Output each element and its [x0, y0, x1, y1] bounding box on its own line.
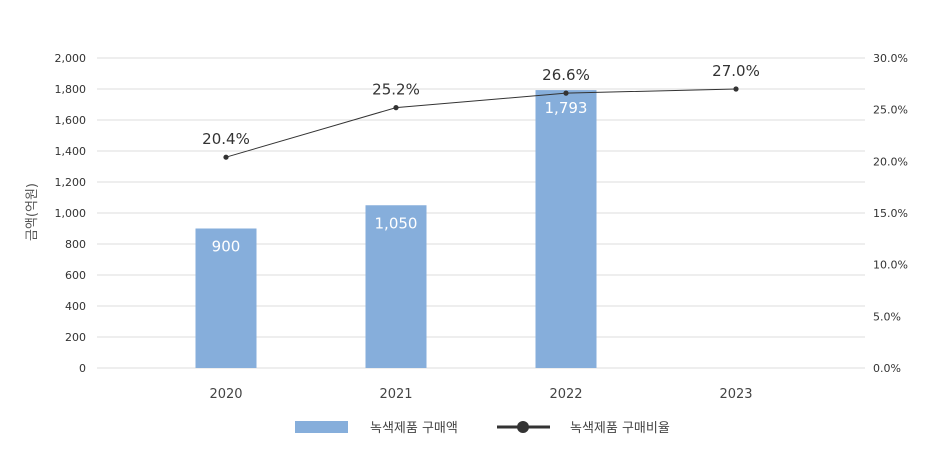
line-value-label: 26.6% — [542, 66, 590, 84]
y-axis-title: 금액(억원) — [25, 183, 40, 241]
y2-tick-label: 0.0% — [873, 362, 901, 375]
y2-tick-label: 20.0% — [873, 155, 908, 168]
bar-value-label: 1,050 — [375, 214, 418, 232]
y-tick-label: 2,000 — [55, 52, 87, 65]
line-value-label: 20.4% — [202, 130, 250, 148]
y2-tick-label: 25.0% — [873, 104, 908, 117]
y2-tick-label: 30.0% — [873, 52, 908, 65]
line-point — [733, 86, 739, 92]
legend: 녹색제품 구매액 녹색제품 구매비율 — [295, 421, 670, 436]
line-value-label: 27.0% — [712, 62, 760, 80]
y-tick-label: 400 — [65, 300, 86, 313]
x-tick-label: 2020 — [209, 387, 242, 402]
bar-value-label: 900 — [212, 238, 241, 256]
y2-tick-label: 5.0% — [873, 310, 901, 323]
y-tick-label: 1,000 — [55, 207, 87, 220]
y2-tick-label: 10.0% — [873, 259, 908, 272]
bar — [195, 228, 257, 368]
line-path — [225, 88, 737, 158]
right-axis-ticks: 0.0% 5.0% 10.0% 15.0% 20.0% 25.0% 30.0% — [873, 52, 908, 375]
x-tick-label: 2022 — [549, 387, 582, 402]
y-tick-label: 0 — [79, 362, 86, 375]
y-tick-label: 200 — [65, 331, 86, 344]
legend-line-marker — [517, 421, 529, 433]
bar-series: 900 1,050 1,793 — [195, 90, 597, 369]
y-tick-label: 600 — [65, 269, 86, 282]
line-point — [563, 90, 569, 96]
legend-line-label: 녹색제품 구매비율 — [570, 421, 670, 436]
line-value-label: 25.2% — [372, 81, 420, 99]
line-point — [223, 154, 229, 160]
x-tick-label: 2021 — [379, 387, 412, 402]
x-tick-label: 2023 — [719, 387, 752, 402]
line-point — [393, 105, 399, 111]
bar — [535, 90, 597, 369]
left-axis-ticks: 0 200 400 600 800 1,000 1,200 1,400 1,600 1,800 2,… — [55, 52, 87, 375]
y-tick-label: 1,200 — [55, 176, 87, 189]
legend-bar-label: 녹색제품 구매액 — [370, 421, 458, 436]
y-tick-label: 1,800 — [55, 83, 87, 96]
y2-tick-label: 15.0% — [873, 207, 908, 220]
y-tick-label: 800 — [65, 238, 86, 251]
x-axis-ticks: 2020 2021 2022 2023 — [209, 387, 752, 402]
legend-bar-swatch — [295, 421, 348, 433]
bar-value-label: 1,793 — [545, 99, 588, 117]
y-tick-label: 1,600 — [55, 114, 87, 127]
line-series: 20.4% 25.2% 26.6% 27.0% — [202, 62, 760, 160]
bar — [365, 205, 427, 368]
y-tick-label: 1,400 — [55, 145, 87, 158]
